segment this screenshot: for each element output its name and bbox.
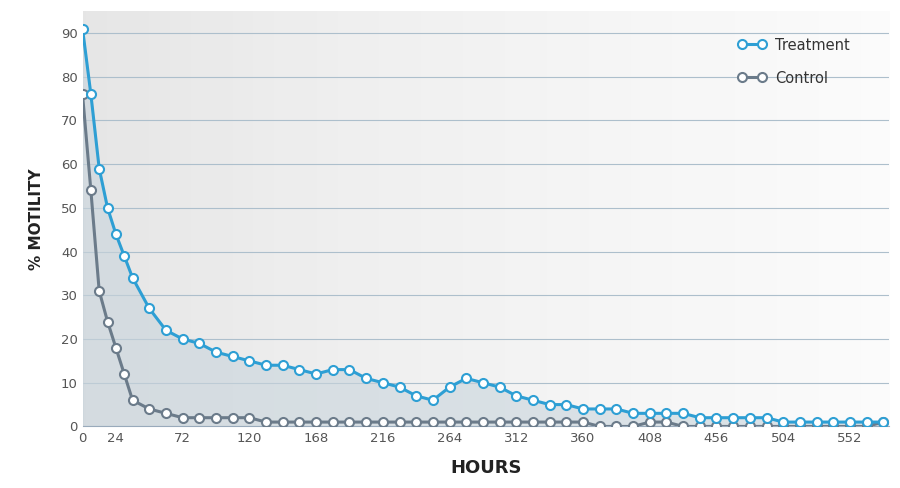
Control: [544, 419, 555, 425]
Line: Treatment: Treatment: [78, 24, 887, 427]
Line: Control: Control: [78, 90, 887, 431]
Y-axis label: % MOTILITY: % MOTILITY: [29, 168, 44, 269]
Control: [828, 424, 839, 429]
X-axis label: HOURS: HOURS: [450, 459, 521, 477]
Legend: Treatment, Control: Treatment, Control: [730, 31, 858, 93]
Control: [111, 345, 122, 351]
Treatment: [77, 26, 88, 32]
Control: [878, 419, 888, 425]
Treatment: [578, 406, 589, 412]
Treatment: [544, 402, 555, 407]
Control: [428, 419, 438, 425]
Treatment: [111, 231, 122, 237]
Treatment: [828, 419, 839, 425]
Treatment: [878, 419, 888, 425]
Control: [578, 419, 589, 425]
Control: [77, 91, 88, 97]
Treatment: [428, 397, 438, 403]
Treatment: [328, 366, 338, 372]
Treatment: [778, 419, 788, 425]
Control: [594, 424, 605, 429]
Control: [328, 419, 338, 425]
